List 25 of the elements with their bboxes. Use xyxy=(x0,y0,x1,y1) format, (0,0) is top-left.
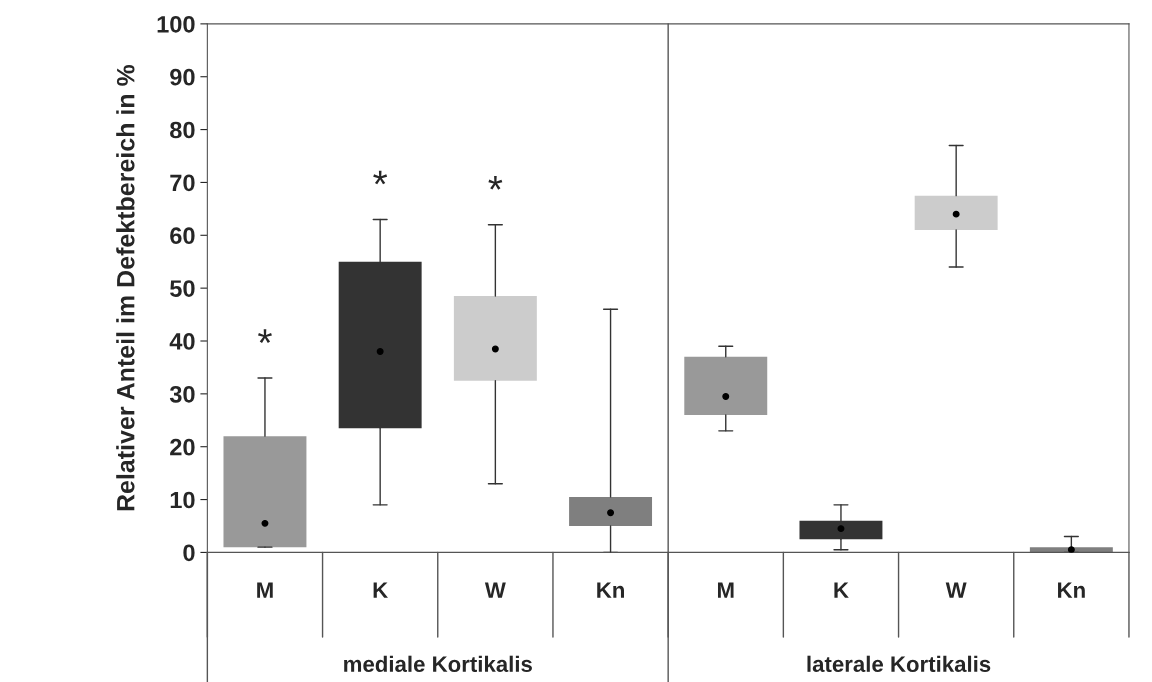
annotation: * xyxy=(488,176,503,190)
x-tick-label: K xyxy=(373,582,388,598)
y-tick-label: 30 xyxy=(169,385,195,403)
x-tick-label: M xyxy=(717,582,734,598)
y-tick-label: 80 xyxy=(170,121,195,139)
y-tick-label: 60 xyxy=(170,227,195,245)
text: laterale Kortikalis xyxy=(807,655,991,673)
y-tick-label: 0 xyxy=(183,544,195,562)
y-tick-label: 90 xyxy=(170,68,195,86)
y-tick-label: 50 xyxy=(170,280,195,297)
y-axis-title: Relativer Anteil im Defektbereich in % xyxy=(116,64,135,511)
x-tick-label: Kn xyxy=(597,582,624,598)
x-tick-label: M xyxy=(257,582,273,598)
y-tick-label: 100 xyxy=(157,15,195,33)
annotation: * xyxy=(258,329,272,343)
x-tick-label: W xyxy=(484,582,506,598)
y-tick-label: 40 xyxy=(169,333,195,350)
y-tick-label: 70 xyxy=(170,174,195,192)
text: mediale Kortikalis xyxy=(344,655,532,673)
x-tick-label: Kn xyxy=(1058,582,1085,598)
x-tick-label: K xyxy=(834,582,849,598)
y-tick-label: 20 xyxy=(170,438,195,456)
x-tick-label: W xyxy=(945,582,967,598)
y-tick-label: 10 xyxy=(170,491,195,509)
annotation: * xyxy=(373,170,388,185)
